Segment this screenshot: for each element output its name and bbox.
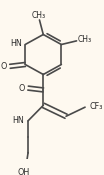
Text: CH₃: CH₃ (32, 11, 46, 20)
Text: CH₃: CH₃ (78, 36, 92, 44)
Text: HN: HN (10, 39, 22, 48)
Text: OH: OH (17, 168, 29, 175)
Text: HN: HN (13, 116, 24, 125)
Text: CF₃: CF₃ (90, 102, 103, 111)
Text: O: O (18, 84, 25, 93)
Text: O: O (0, 62, 7, 71)
